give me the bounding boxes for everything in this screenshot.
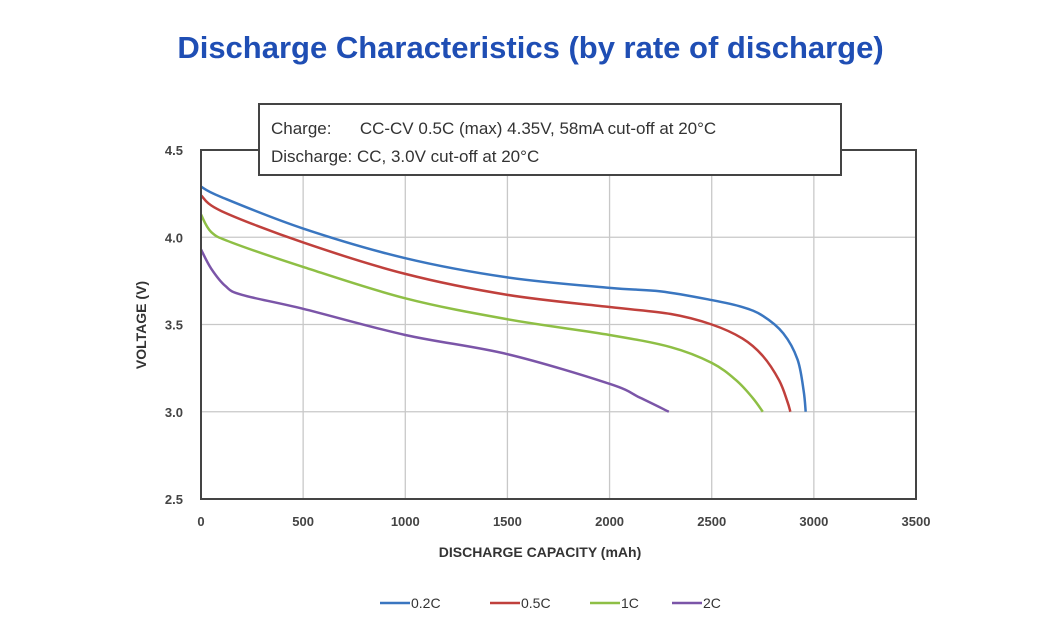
series-line-0.5C <box>200 194 792 413</box>
y-tick-label: 2.5 <box>165 492 183 507</box>
x-tick-label: 1500 <box>493 514 522 529</box>
x-tick-label: 500 <box>292 514 314 529</box>
y-axis-label: VOLTAGE (V) <box>133 281 149 369</box>
y-tick-label: 4.5 <box>165 143 183 158</box>
x-tick-label: 1000 <box>391 514 420 529</box>
x-tick-label: 3000 <box>799 514 828 529</box>
legend-label: 0.2C <box>411 595 441 611</box>
y-tick-label: 3.5 <box>165 318 183 333</box>
x-tick-label: 3500 <box>902 514 931 529</box>
x-tick-label: 2000 <box>595 514 624 529</box>
charge-note: Charge: CC-CV 0.5C (max) 4.35V, 58mA cut… <box>271 119 716 138</box>
y-tick-label: 3.0 <box>165 405 183 420</box>
discharge-note: Discharge: CC, 3.0V cut-off at 20°C <box>271 147 539 166</box>
series-line-2C <box>199 248 670 413</box>
x-axis-label: DISCHARGE CAPACITY (mAh) <box>439 544 642 560</box>
legend: 0.2C 0.5C 1C 2C <box>380 595 721 611</box>
y-tick-label: 4.0 <box>165 230 183 245</box>
legend-label: 1C <box>621 595 639 611</box>
x-tick-label: 2500 <box>697 514 726 529</box>
x-tick-label: 0 <box>197 514 204 529</box>
series-line-0.2C <box>200 185 807 412</box>
series-line-1C <box>199 213 764 413</box>
legend-label: 2C <box>703 595 721 611</box>
legend-label: 0.5C <box>521 595 551 611</box>
chart-title: Discharge Characteristics (by rate of di… <box>177 30 884 65</box>
conditions-box: Charge: CC-CV 0.5C (max) 4.35V, 58mA cut… <box>258 103 842 176</box>
